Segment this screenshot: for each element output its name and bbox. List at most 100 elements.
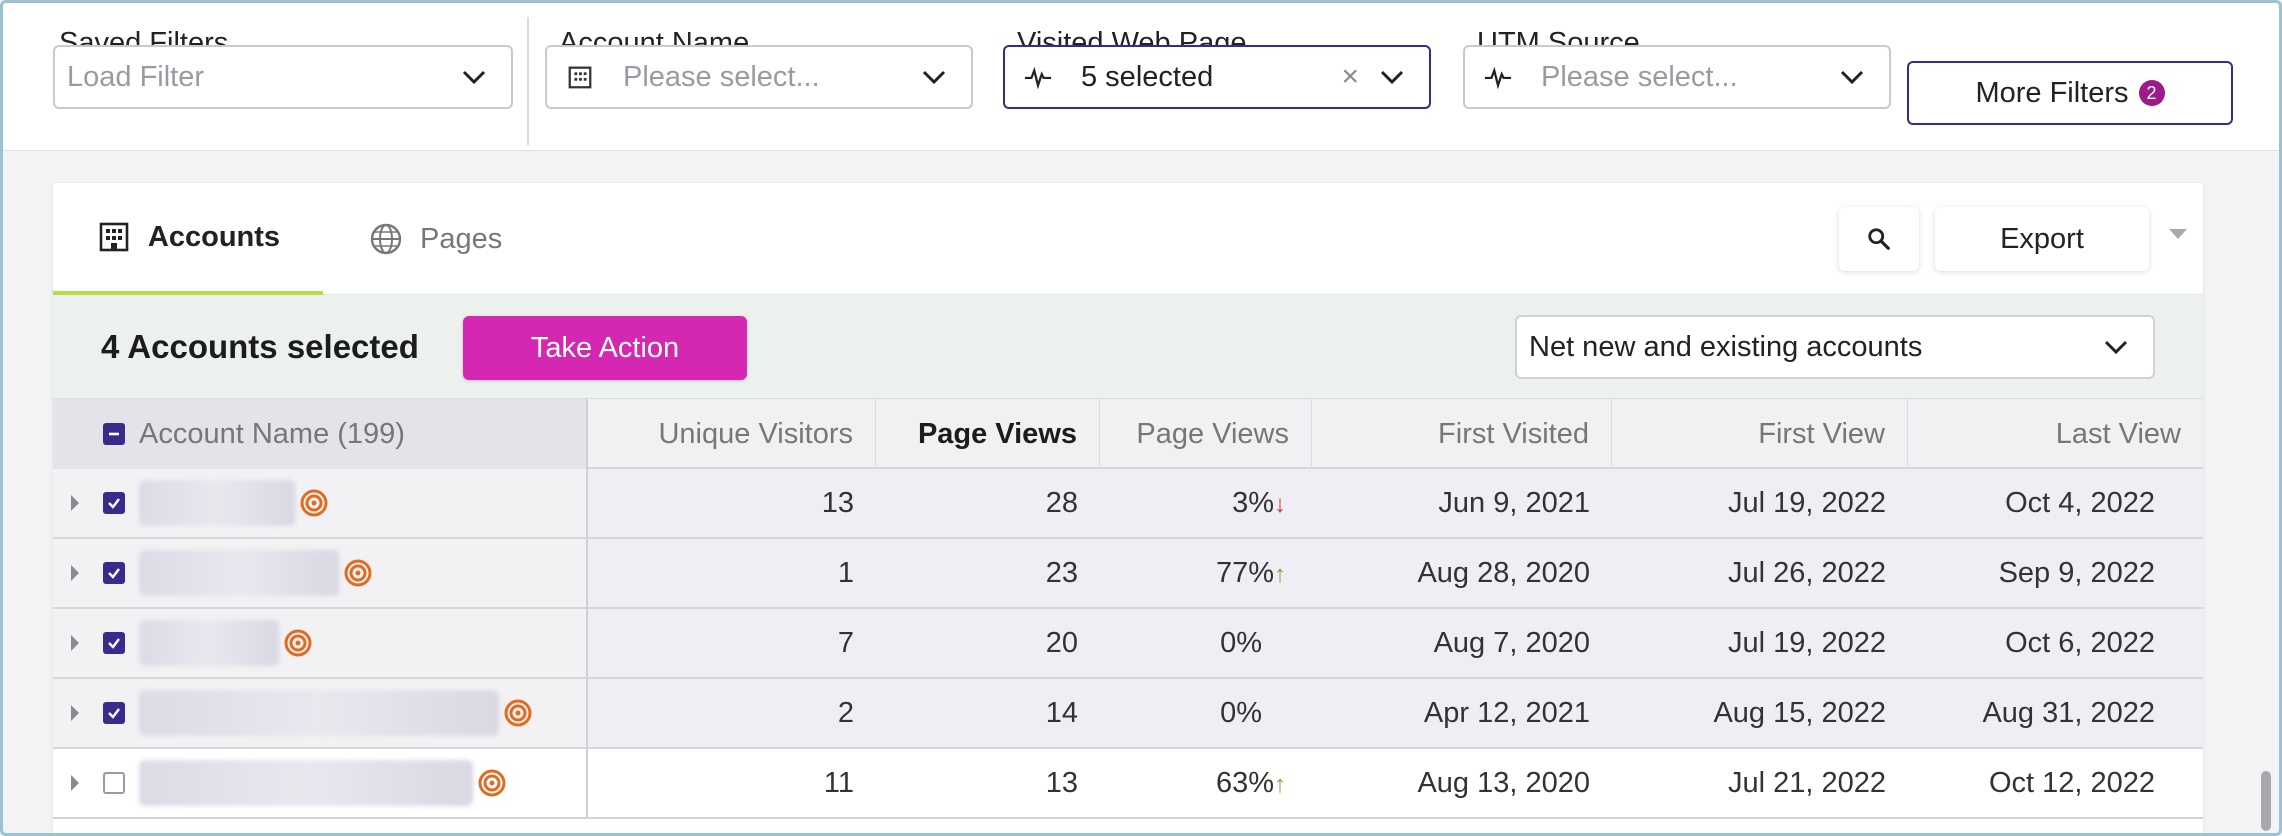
last-view-cell: Aug 31, 2022: [1982, 697, 2155, 729]
arrow-up-icon: ↑: [1274, 771, 1286, 798]
account-type-value: Net new and existing accounts: [1529, 330, 1923, 363]
account-name-cell: [53, 609, 588, 677]
page-views-change-value: 77%: [1215, 557, 1274, 589]
expand-row-icon[interactable]: [71, 565, 79, 581]
chevron-down-icon: [1835, 60, 1869, 94]
page-views-change-cell: 63%↑: [1100, 749, 1312, 817]
saved-filters-select[interactable]: Load Filter: [53, 45, 513, 109]
first-view-cell: Jul 19, 2022: [1727, 487, 1886, 519]
first-visited-cell: Aug 28, 2020: [1417, 557, 1590, 589]
accounts-card: Accounts Pages Export 4 Accounts selecte…: [53, 183, 2203, 833]
table-header: Account Name (199) Unique Visitors Page …: [53, 399, 2203, 469]
tab-accounts-label: Accounts: [147, 220, 281, 253]
last-view-cell: Oct 6, 2022: [2005, 627, 2155, 659]
page-views-change-cell: 3%↓: [1100, 469, 1312, 537]
saved-filters-placeholder: Load Filter: [67, 60, 205, 93]
table-row[interactable]: 1 23 77%↑ Aug 28, 2020 Jul 26, 2022 Sep …: [53, 539, 2203, 609]
filter-count-badge: 2: [2138, 80, 2165, 106]
page-views-change-value: 3%: [1232, 487, 1274, 519]
account-name-redacted: [139, 550, 339, 596]
page-views-cell: 28: [1045, 487, 1078, 519]
account-name-cell: [53, 749, 588, 817]
table-row[interactable]: 13 28 3%↓ Jun 9, 2021 Jul 19, 2022 Oct 4…: [53, 469, 2203, 539]
tab-pages-label: Pages: [420, 222, 503, 255]
globe-icon: [370, 223, 402, 255]
utm-source-placeholder: Please select...: [1541, 60, 1738, 93]
filter-divider: [527, 17, 529, 145]
vertical-scrollbar[interactable]: [2261, 771, 2271, 831]
pulse-icon: [1023, 62, 1053, 92]
first-view-cell: Jul 19, 2022: [1727, 627, 1886, 659]
column-header-label: Account Name (199): [139, 417, 405, 450]
page-views-change-cell: 0%: [1220, 627, 1262, 659]
export-button[interactable]: Export: [1935, 207, 2149, 271]
tab-pages[interactable]: Pages: [368, 183, 502, 295]
row-checkbox[interactable]: [103, 492, 125, 514]
search-icon: [1868, 228, 1890, 250]
column-header-last-view[interactable]: Last View: [2055, 418, 2181, 450]
column-header-first-view[interactable]: First View: [1612, 399, 1908, 469]
column-header-unique-visitors[interactable]: Unique Visitors: [590, 399, 876, 469]
unique-visitors-cell: 7: [837, 627, 854, 659]
column-header-first-visited[interactable]: First Visited: [1312, 399, 1612, 469]
account-name-cell: [53, 469, 588, 537]
account-name-redacted: [139, 620, 279, 666]
table-row[interactable]: 7 20 0% Aug 7, 2020 Jul 19, 2022 Oct 6, …: [53, 609, 2203, 679]
more-filters-button[interactable]: More Filters 2: [1907, 61, 2233, 125]
expand-row-icon[interactable]: [71, 495, 79, 511]
search-button[interactable]: [1839, 207, 1919, 271]
unique-visitors-cell: 1: [837, 557, 854, 589]
account-name-redacted: [139, 690, 499, 736]
account-name-select[interactable]: Please select...: [545, 45, 973, 109]
column-header-page-views-change[interactable]: Page Views: [1100, 399, 1312, 469]
chevron-down-icon: [917, 60, 951, 94]
arrow-up-icon: ↑: [1274, 561, 1286, 588]
last-view-cell: Oct 4, 2022: [2005, 487, 2155, 519]
row-checkbox[interactable]: [103, 562, 125, 584]
filter-bar: Saved Filters Load Filter Account Name P…: [3, 3, 2279, 151]
row-checkbox[interactable]: [103, 772, 125, 794]
expand-row-icon[interactable]: [71, 775, 79, 791]
account-name-cell: [53, 679, 588, 747]
page-views-cell: 20: [1045, 627, 1078, 659]
page-views-cell: 13: [1045, 767, 1078, 799]
table-row[interactable]: 11 13 63%↑ Aug 13, 2020 Jul 21, 2022 Oct…: [53, 749, 2203, 819]
row-checkbox[interactable]: [103, 632, 125, 654]
visited-web-page-value: 5 selected: [1081, 60, 1214, 93]
column-header-page-views[interactable]: Page Views: [876, 399, 1100, 469]
target-icon: [504, 699, 532, 727]
page-views-cell: 23: [1045, 557, 1078, 589]
first-visited-cell: Aug 7, 2020: [1433, 627, 1590, 659]
building-icon: [99, 222, 129, 252]
chevron-down-icon: [1375, 60, 1409, 94]
clear-icon[interactable]: ×: [1341, 60, 1359, 93]
tab-accounts[interactable]: Accounts: [53, 183, 323, 295]
selection-action-bar: 4 Accounts selected Take Action Net new …: [53, 295, 2203, 399]
page-views-change-cell: 77%↑: [1100, 539, 1312, 607]
row-checkbox[interactable]: [103, 702, 125, 724]
select-all-checkbox[interactable]: [103, 423, 125, 445]
target-icon: [300, 489, 328, 517]
utm-source-select[interactable]: Please select...: [1463, 45, 1891, 109]
account-name-redacted: [139, 760, 473, 806]
first-visited-cell: Aug 13, 2020: [1417, 767, 1590, 799]
account-name-redacted: [139, 480, 295, 526]
page-views-change-cell: 0%: [1220, 697, 1262, 729]
column-header-account-name[interactable]: Account Name (199): [53, 399, 588, 469]
expand-row-icon[interactable]: [71, 635, 79, 651]
page-views-cell: 14: [1045, 697, 1078, 729]
more-filters-label: More Filters: [1975, 76, 2129, 109]
account-name-placeholder: Please select...: [623, 60, 820, 93]
chevron-down-icon: [457, 60, 491, 94]
first-view-cell: Aug 15, 2022: [1713, 697, 1886, 729]
last-view-cell: Oct 12, 2022: [1988, 767, 2155, 799]
expand-row-icon[interactable]: [71, 705, 79, 721]
caret-down-icon[interactable]: [2169, 229, 2187, 239]
target-icon: [284, 629, 312, 657]
take-action-button[interactable]: Take Action: [463, 316, 747, 380]
visited-web-page-select[interactable]: 5 selected ×: [1003, 45, 1431, 109]
table-row[interactable]: 2 14 0% Apr 12, 2021 Aug 15, 2022 Aug 31…: [53, 679, 2203, 749]
account-type-select[interactable]: Net new and existing accounts: [1515, 315, 2155, 379]
first-visited-cell: Jun 9, 2021: [1438, 487, 1590, 519]
